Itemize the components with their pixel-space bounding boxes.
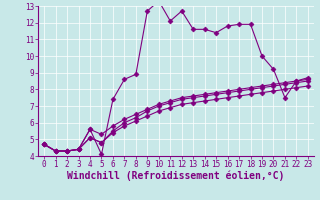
X-axis label: Windchill (Refroidissement éolien,°C): Windchill (Refroidissement éolien,°C) — [67, 171, 285, 181]
